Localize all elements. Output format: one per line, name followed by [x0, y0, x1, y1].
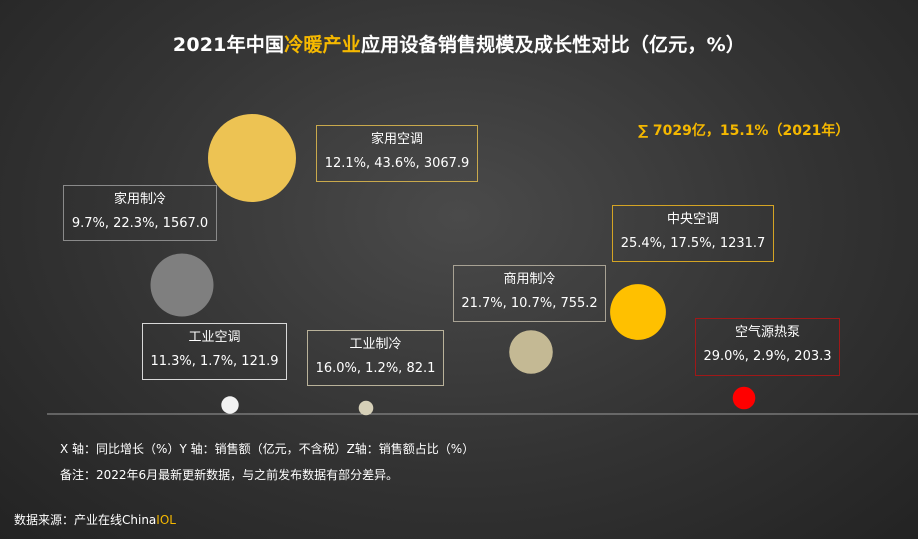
data-label-box-3: 工业空调 11.3%, 1.7%, 121.9 [142, 323, 287, 380]
series-name: 中央空调 [666, 212, 719, 227]
series-values: 29.0%, 2.9%, 203.3 [703, 349, 832, 364]
remark-note: 备注：2022年6月最新更新数据，与之前发布数据有部分差异。 [60, 468, 399, 482]
series-name: 空气源热泵 [734, 325, 800, 340]
data-label-box-1: 家用空调 12.1%, 43.6%, 3067.9 [316, 125, 478, 182]
series-name: 家用空调 [370, 132, 423, 147]
data-label-box-4: 工业制冷 16.0%, 1.2%, 82.1 [307, 330, 444, 386]
bubble-5 [509, 330, 553, 374]
bubble-4 [358, 400, 374, 416]
total-summary: ∑ 7029亿，15.1%（2021年） [638, 123, 850, 139]
series-name: 工业制冷 [349, 337, 402, 352]
bubble-7 [732, 386, 756, 410]
series-values: 25.4%, 17.5%, 1231.7 [620, 236, 766, 251]
bubble-1 [208, 114, 296, 202]
data-label-box-7: 空气源热泵 29.0%, 2.9%, 203.3 [695, 318, 840, 376]
data-label-box-2: 家用制冷 9.7%, 22.3%, 1567.0 [63, 185, 217, 241]
bubble-6 [610, 284, 666, 340]
title-suffix: 应用设备销售规模及成长性对比（亿元，%） [361, 34, 746, 56]
series-values: 11.3%, 1.7%, 121.9 [150, 354, 279, 369]
series-values: 21.7%, 10.7%, 755.2 [461, 296, 598, 311]
bubble-layer [150, 114, 756, 416]
series-name: 商用制冷 [503, 272, 556, 287]
series-values: 12.1%, 43.6%, 3067.9 [324, 156, 470, 171]
title-highlight: 冷暖产业 [284, 34, 362, 56]
series-values: 9.7%, 22.3%, 1567.0 [71, 216, 209, 231]
data-label-box-6: 中央空调 25.4%, 17.5%, 1231.7 [612, 205, 774, 262]
bubble-3 [221, 396, 239, 414]
series-values: 16.0%, 1.2%, 82.1 [315, 361, 436, 376]
source-brand: IOL [156, 513, 176, 527]
data-source: 数据来源：产业在线ChinaIOL [14, 511, 176, 528]
series-name: 工业空调 [188, 330, 241, 345]
source-prefix: 数据来源：产业在线China [14, 513, 157, 527]
title-prefix: 2021年中国 [172, 34, 285, 56]
chart-title: 2021年中国冷暖产业应用设备销售规模及成长性对比（亿元，%） [0, 30, 918, 57]
series-name: 家用制冷 [113, 192, 166, 207]
bubble-2 [150, 253, 214, 317]
data-label-box-5: 商用制冷 21.7%, 10.7%, 755.2 [453, 265, 606, 322]
axes-legend-note: X 轴：同比增长（%）Y 轴：销售额（亿元，不含税）Z轴：销售额占比（%） [60, 442, 475, 456]
